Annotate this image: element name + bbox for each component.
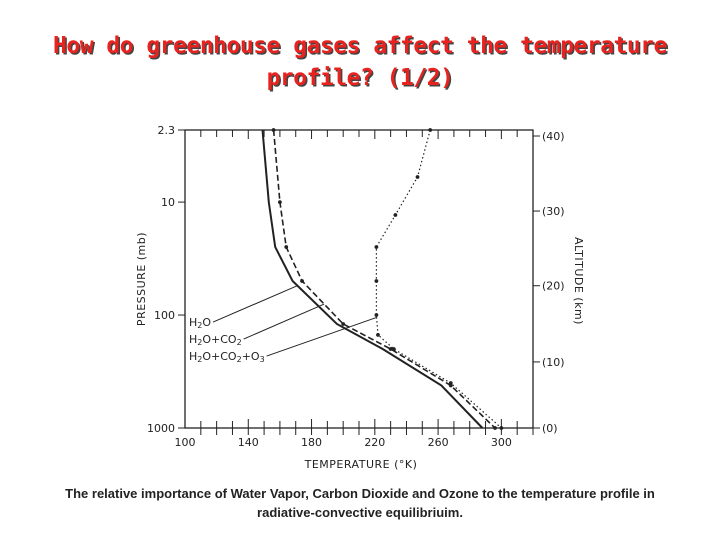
series-point-3 (374, 279, 379, 283)
y-tick-label: 2.3 (158, 124, 176, 137)
slide-title-line-1: How do greenhouse gases affect the tempe… (53, 33, 667, 59)
x-tick-label: 140 (238, 436, 259, 449)
altitude-tick-label: (40) (542, 130, 565, 143)
x-tick-label: 180 (301, 436, 322, 449)
series-point-3 (374, 313, 379, 317)
series-point-3 (428, 128, 433, 132)
legend-leader-2 (243, 303, 325, 340)
y-tick-label: 1000 (147, 422, 175, 435)
altitude-tick-label: (10) (542, 356, 565, 369)
y-tick-label: 10 (161, 196, 175, 209)
altitude-tick-label: (0) (542, 422, 558, 435)
slide-title-line-2: profile? (1/2) (266, 65, 454, 91)
series-point-2 (271, 128, 276, 132)
figure-caption: The relative importance of Water Vapor, … (20, 484, 700, 522)
legend-label-2: H2O+CO2 (189, 333, 242, 347)
legend-label-1: H2O (189, 316, 211, 330)
series-point-3 (391, 347, 396, 351)
series-point-3 (499, 426, 504, 430)
x-axis-label: TEMPERATURE (°K) (304, 458, 418, 471)
x-tick-label: 300 (491, 436, 512, 449)
series-point-3 (415, 175, 420, 179)
plot-frame (184, 129, 534, 429)
legend-leader-3 (266, 316, 377, 357)
series-point-2 (341, 322, 346, 326)
series-point-2 (278, 200, 282, 204)
series-point-3 (376, 333, 380, 337)
series-point-2 (284, 245, 289, 249)
series-line-3 (375, 129, 502, 429)
altitude-axis-label: ALTITUDE (km) (572, 237, 585, 325)
y-axis-label: PRESSURE (mb) (135, 232, 148, 326)
x-tick-label: 260 (428, 436, 449, 449)
series-point-3 (393, 213, 398, 217)
x-tick-label: 220 (364, 436, 385, 449)
caption-line-2: radiative-convective equilibriuim. (257, 505, 463, 520)
y-tick-label: 100 (154, 309, 175, 322)
x-tick-label: 100 (175, 436, 196, 449)
series-point-2 (388, 347, 393, 351)
series-point-3 (374, 245, 379, 249)
series-point-2 (300, 279, 304, 283)
series-point-3 (448, 381, 453, 385)
slide-title: How do greenhouse gases affect the tempe… (0, 30, 720, 94)
altitude-tick-label: (20) (542, 280, 565, 293)
caption-line-1: The relative importance of Water Vapor, … (65, 486, 655, 501)
legend-label-3: H2O+CO2+O3 (189, 350, 265, 364)
altitude-tick-label: (30) (542, 205, 565, 218)
legend-leader-1 (212, 285, 298, 323)
series-line-1 (261, 129, 484, 429)
series-point-2 (493, 426, 497, 430)
series-line-2 (272, 129, 496, 429)
